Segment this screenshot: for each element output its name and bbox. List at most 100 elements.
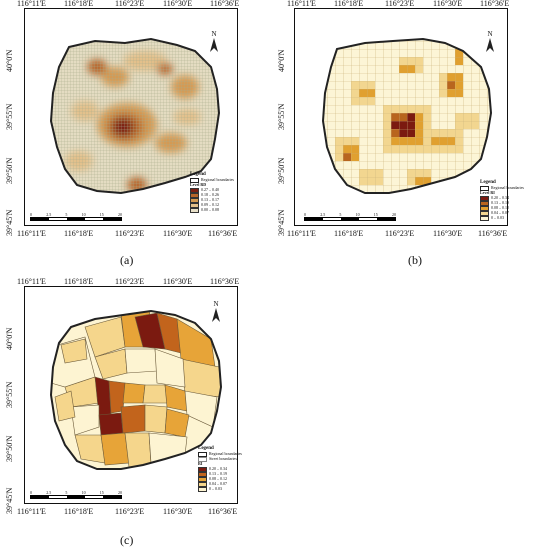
scale-label: 20 (391, 212, 396, 217)
lon-label-bottom: 116°11'E (17, 229, 46, 238)
legend-swatch (198, 466, 207, 472)
lon-label-top: 116°30'E (163, 277, 193, 286)
legend-a: Legend Regional boundaries Level RD 0.27… (190, 172, 240, 213)
lat-label-left: 40°0'N (5, 49, 14, 72)
legend-label: 0.00 – 0.08 (201, 206, 219, 212)
north-arrow-icon (486, 38, 494, 52)
scale-label: 15 (99, 490, 104, 495)
legend-row: 0.13 – 0.19 (198, 471, 248, 477)
legend-swatch (480, 200, 489, 206)
lon-label-bottom: 116°30'E (163, 229, 193, 238)
map-panel-b: 116°11'E 116°18'E 116°23'E 116°30'E 116°… (270, 0, 540, 270)
panel-caption: (c) (120, 533, 134, 547)
lon-label-top: 116°23'E (385, 0, 415, 8)
legend-row: 0.18 – 0.26 (190, 192, 240, 198)
north-arrow-c: N (210, 300, 222, 322)
legend-label: 0.04 – 0.07 (491, 209, 509, 215)
legend-label: Level RI (480, 189, 495, 195)
legend-swatch (190, 207, 199, 213)
map-frame-b (294, 8, 508, 226)
lon-label-top: 116°30'E (163, 0, 193, 8)
lat-label-left: 39°50'N (5, 435, 14, 462)
lon-label-top: 116°11'E (287, 0, 316, 8)
legend-swatch (480, 205, 489, 211)
lon-label-bottom: 116°18'E (64, 507, 94, 516)
legend-row: 0.04 – 0.07 (480, 209, 526, 216)
legend-swatch (190, 197, 199, 203)
lon-label-bottom: 116°30'E (433, 229, 463, 238)
map-panel-c: 116°11'E 116°18'E 116°23'E 116°30'E 116°… (0, 278, 265, 550)
legend-swatch (198, 481, 207, 487)
lat-label-left: 39°50'N (277, 157, 286, 184)
map-canvas-b (322, 38, 492, 194)
legend-title: Legend (480, 180, 496, 185)
lon-label-top: 116°11'E (17, 0, 46, 8)
legend-row: Regional boundaries (190, 176, 240, 183)
scale-label: 2.5 (46, 212, 52, 217)
legend-row: Regional boundaries (480, 185, 526, 191)
lon-label-bottom: 116°23'E (385, 229, 415, 238)
legend-row: Level RD (190, 181, 240, 188)
lon-label-bottom: 116°18'E (334, 229, 364, 238)
map-canvas-c (50, 310, 222, 470)
lat-label-left: 39°45'N (5, 487, 14, 514)
north-label: N (487, 30, 493, 38)
legend-row: 0.09 – 0.12 (190, 201, 240, 208)
legend-label: 0.09 – 0.12 (201, 201, 219, 207)
lon-label-top: 116°23'E (115, 0, 145, 8)
panel-caption: (b) (408, 253, 422, 267)
scale-label: 5 (65, 212, 68, 217)
lon-label-bottom: 116°11'E (17, 507, 46, 516)
legend-label: 0.13 – 0.17 (201, 196, 219, 202)
north-label: N (211, 30, 217, 38)
legend-swatch (480, 215, 489, 221)
lon-label-top: 116°36'E (480, 0, 510, 8)
map-panel-a: 116°11'E 116°18'E 116°23'E 116°30'E 116°… (0, 0, 265, 270)
map-canvas-a (50, 38, 220, 194)
legend-row: 0.27 – 0.40 (190, 187, 240, 193)
lat-label-left: 40°0'N (5, 327, 14, 350)
lon-label-bottom: 116°23'E (115, 507, 145, 516)
street-polygons-c (51, 311, 221, 469)
legend-swatch (198, 486, 207, 492)
legend-label: 0.04 – 0.07 (209, 480, 227, 486)
scale-label: 2.5 (46, 490, 52, 495)
legend-row: 0 – 0.03 (198, 486, 248, 492)
scale-bar-b: 0 2.5 5 10 15 20 (304, 212, 396, 221)
scale-label: 15 (373, 212, 378, 217)
legend-row: 0.13 – 0.17 (190, 196, 240, 203)
lon-label-top: 116°36'E (210, 277, 240, 286)
legend-label: RI (198, 460, 203, 466)
legend-swatch (198, 476, 207, 482)
north-arrow-a: N (208, 30, 220, 52)
legend-b: Legend Regional boundaries Level RI 0.20… (480, 180, 526, 221)
legend-row: 0.08 – 0.12 (198, 475, 248, 482)
legend-swatch (198, 471, 207, 477)
legend-label: 0.20 – 0.34 (209, 465, 227, 471)
legend-row: 0.08 – 0.12 (480, 204, 526, 211)
scale-label: 0 (304, 212, 306, 217)
lat-label-left: 39°55'N (5, 381, 14, 408)
legend-row: Level RI (480, 189, 526, 196)
legend-label: 0.08 – 0.12 (209, 475, 227, 481)
legend-label: 0.13 – 0.19 (491, 199, 509, 205)
lon-label-top: 116°23'E (115, 277, 145, 286)
north-label: N (213, 300, 219, 308)
legend-title: Legend (190, 172, 206, 177)
lon-label-top: 116°18'E (334, 0, 364, 8)
legend-label: Street boundaries (209, 455, 237, 461)
legend-label: 0 – 0.03 (491, 214, 504, 220)
lon-label-top: 116°18'E (64, 277, 94, 286)
legend-label: Level RD (190, 181, 207, 187)
lat-label-left: 39°45'N (5, 209, 14, 236)
lat-label-left: 39°45'N (277, 209, 286, 236)
legend-label: 0.08 – 0.12 (491, 204, 509, 210)
scale-label: 0 (30, 490, 32, 495)
north-arrow-icon (212, 308, 220, 322)
legend-label: Regional boundaries (201, 176, 234, 182)
north-arrow-icon (210, 38, 218, 52)
scale-label: 20 (117, 490, 122, 495)
scale-label: 10 (81, 490, 86, 495)
legend-label: 0.20 – 0.34 (491, 194, 509, 200)
scale-bar-a: 0 2.5 5 10 15 20 (30, 212, 122, 221)
